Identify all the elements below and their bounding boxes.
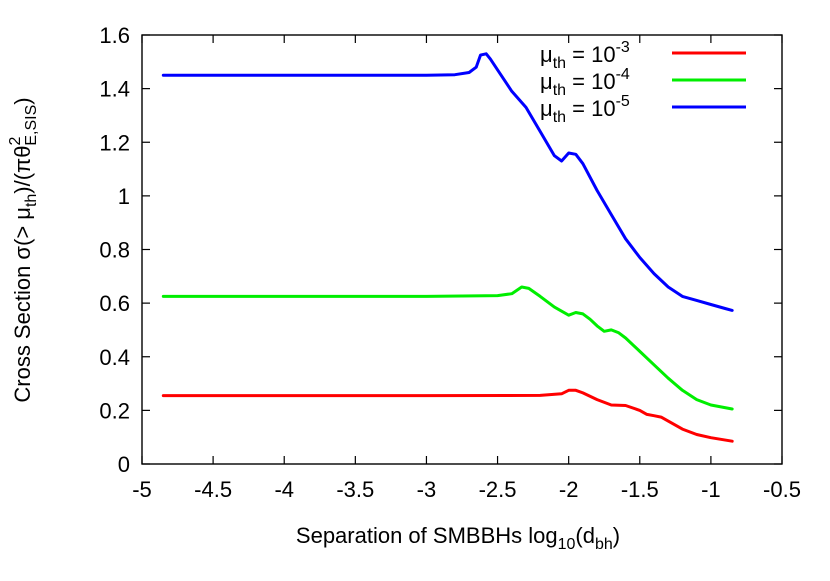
legend-entry-2: μth = 10-4 — [540, 66, 746, 99]
y-tick-label: 1.4 — [99, 77, 130, 102]
legend-label-3: μth = 10-5 — [540, 93, 630, 126]
ticks — [141, 34, 783, 465]
legend-label-2: μth = 10-4 — [540, 66, 630, 99]
x-tick-label: -2.5 — [479, 477, 517, 502]
legend-entry-3: μth = 10-5 — [540, 93, 746, 126]
series-lines — [161, 52, 734, 443]
x-tick-label: -2 — [559, 477, 579, 502]
x-tick-label: -5 — [132, 477, 152, 502]
series-line-2 — [161, 285, 734, 411]
y-tick-label: 1 — [118, 184, 130, 209]
x-tick-label: -4.5 — [194, 477, 232, 502]
series-line-3 — [161, 52, 734, 312]
x-tick-label: -0.5 — [763, 477, 801, 502]
y-tick-label: 1.6 — [99, 23, 130, 48]
legend-entry-1: μth = 10-3 — [540, 39, 746, 72]
x-tick-label: -3 — [417, 477, 437, 502]
y-tick-label: 0.4 — [99, 345, 130, 370]
legend-label-1: μth = 10-3 — [540, 39, 630, 72]
x-axis-label: Separation of SMBBHs log10(dbh) — [296, 523, 620, 553]
series-line-1 — [161, 388, 734, 443]
y-tick-label: 0 — [118, 452, 130, 477]
x-tick-label: -1 — [701, 477, 721, 502]
x-tick-label: -1.5 — [621, 477, 659, 502]
plot-frame — [141, 34, 783, 465]
x-tick-label: -4 — [274, 477, 294, 502]
y-tick-label: 0.2 — [99, 398, 130, 423]
legend: μth = 10-3 μth = 10-4 μth = 10-5 — [540, 39, 746, 126]
y-tick-label: 0.6 — [99, 291, 130, 316]
x-tick-label: -3.5 — [336, 477, 374, 502]
y-tick-label: 1.2 — [99, 130, 130, 155]
y-tick-label: 0.8 — [99, 238, 130, 263]
tick-labels: -5 -4.5 -4 -3.5 -3 -2.5 -2 -1.5 -1 -0.5 0 0.2 0.4 0.6… — [99, 23, 801, 502]
y-axis-label: Cross Section σ(> μth)/(πθ2E,SIS) — [7, 97, 40, 402]
